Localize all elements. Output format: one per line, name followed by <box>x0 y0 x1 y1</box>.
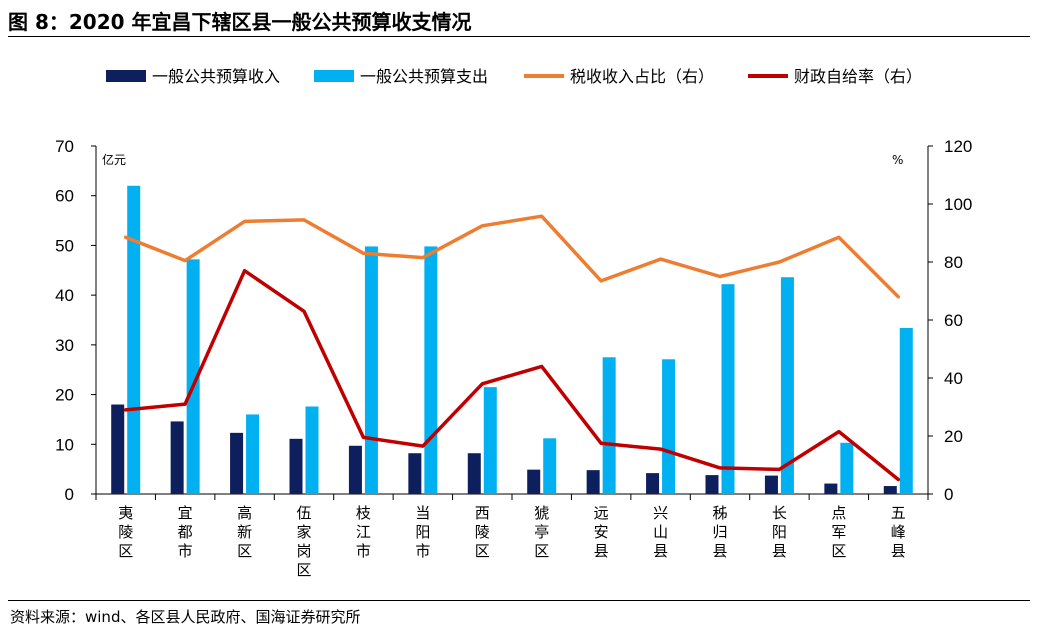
left-axis-tick-label: 20 <box>55 386 74 405</box>
left-axis-unit: 亿元 <box>102 152 126 167</box>
figure-title: 图 8：2020 年宜昌下辖区县一般公共预算收支情况 <box>8 10 472 34</box>
bars <box>111 185 913 494</box>
category-label: 伍家岗区 <box>296 504 311 579</box>
bar <box>424 246 438 494</box>
line-series <box>123 268 901 482</box>
category-label: 兴山县 <box>653 504 668 560</box>
legend-swatch <box>314 70 354 82</box>
bar <box>186 259 200 494</box>
category-label: 夷陵区 <box>118 504 133 560</box>
category-label: 秭归县 <box>712 504 727 560</box>
legend-swatch <box>106 70 146 82</box>
right-axis-tick-label: 80 <box>944 253 963 272</box>
left-axis-tick-label: 10 <box>55 435 74 454</box>
right-axis-tick-label: 20 <box>944 427 963 446</box>
bar <box>899 327 913 494</box>
right-axis-tick-label: 0 <box>944 485 953 504</box>
bar <box>721 284 735 494</box>
lines <box>123 214 901 482</box>
category-label: 西陵区 <box>475 504 490 560</box>
left-axis-tick-label: 30 <box>55 336 74 355</box>
bar <box>127 185 141 494</box>
chart: 一般公共预算收入 一般公共预算支出 税收收入占比（右） 财政自给率（右） 0 10 20 3… <box>55 67 972 579</box>
left-axis-tick-label: 50 <box>55 236 74 255</box>
category-label: 猇亭区 <box>534 504 549 560</box>
bar-series <box>111 404 897 494</box>
bar <box>467 453 481 494</box>
category-label: 远安县 <box>594 504 609 560</box>
category-label: 高新区 <box>237 504 252 560</box>
bar <box>170 421 184 494</box>
right-axis-tick-label: 100 <box>944 195 972 214</box>
bar <box>289 438 303 494</box>
category-label: 宜都市 <box>178 504 193 560</box>
bar <box>348 445 362 494</box>
source-rule <box>8 600 1030 601</box>
category-labels: 夷陵区 宜都市 高新区 伍家岗区 枝江市 当阳市 西陵区 猇亭区 远安县 兴山县 秭归县 长阳县 点军区… <box>118 504 906 579</box>
legend-label: 税收收入占比（右） <box>570 67 714 86</box>
bar <box>602 357 616 494</box>
category-label: 点军区 <box>831 504 846 560</box>
bar <box>305 406 319 494</box>
bar <box>764 475 778 494</box>
title-rule <box>8 36 1030 37</box>
left-axis-tick-label: 0 <box>65 485 74 504</box>
bar <box>408 453 422 494</box>
right-axis-tick-label: 40 <box>944 369 963 388</box>
legend-label: 一般公共预算收入 <box>152 67 280 86</box>
bar <box>111 404 125 494</box>
source-note: 资料来源：wind、各区县人民政府、国海证券研究所 <box>10 608 361 626</box>
category-label: 枝江市 <box>356 504 371 560</box>
bar <box>246 414 260 494</box>
category-label: 五峰县 <box>891 504 906 560</box>
category-label: 长阳县 <box>772 504 787 560</box>
legend: 一般公共预算收入 一般公共预算支出 税收收入占比（右） 财政自给率（右） <box>106 67 922 86</box>
bar <box>364 246 378 494</box>
bar <box>527 469 541 494</box>
bar <box>662 359 676 494</box>
bar-series <box>127 185 913 494</box>
left-axis-tick-label: 60 <box>55 187 74 206</box>
left-axis-tick-label: 70 <box>55 137 74 156</box>
category-label: 当阳市 <box>415 504 430 560</box>
bar <box>883 486 897 494</box>
legend-label: 财政自给率（右） <box>794 67 922 86</box>
bar <box>586 470 600 494</box>
right-axis-tick-label: 60 <box>944 311 963 330</box>
right-axis-unit: % <box>892 153 903 167</box>
legend-label: 一般公共预算支出 <box>360 67 488 86</box>
right-axis-tick-label: 120 <box>944 137 972 156</box>
bar <box>230 432 244 494</box>
left-axis-tick-label: 40 <box>55 286 74 305</box>
line-series <box>123 214 901 299</box>
bar <box>483 387 497 494</box>
bar <box>840 442 854 494</box>
bar <box>543 438 557 494</box>
bar <box>780 277 794 494</box>
bar <box>705 475 719 494</box>
bar <box>646 473 660 494</box>
bar <box>824 483 838 494</box>
